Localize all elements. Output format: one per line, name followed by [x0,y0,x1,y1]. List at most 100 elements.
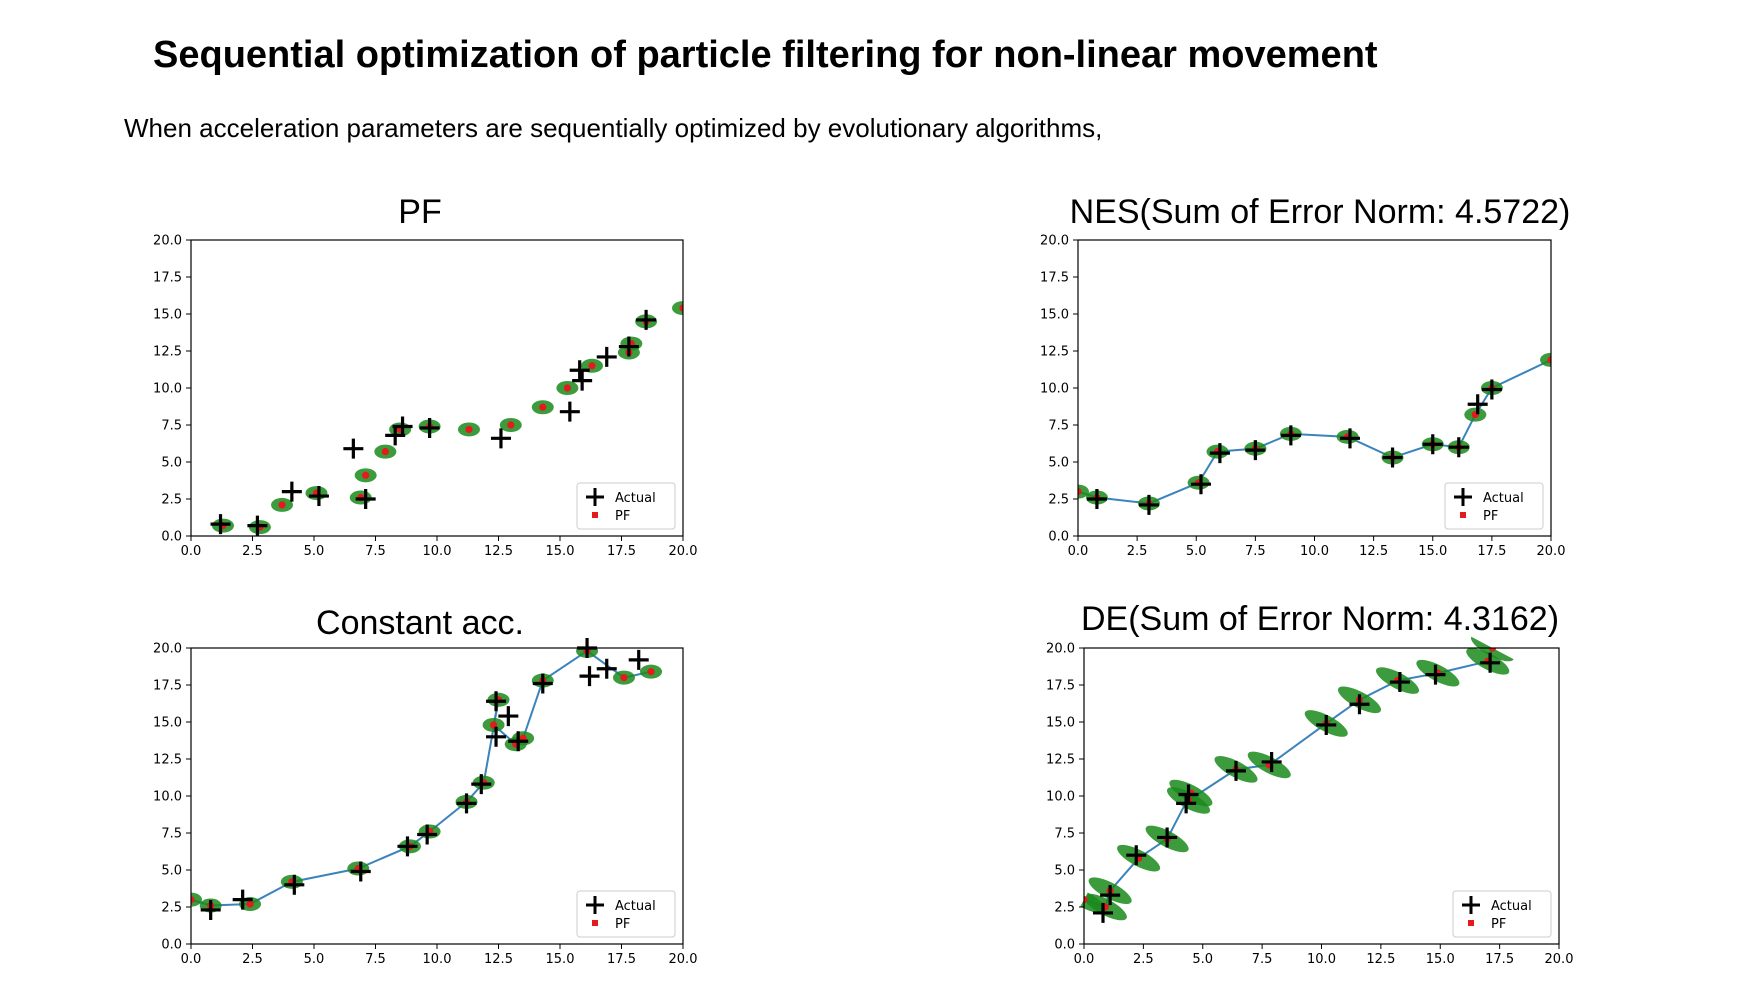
y-tick-label-de: 0.0 [1054,938,1075,953]
trajectory-line-constant-acc [191,649,652,907]
x-tick-label-nes: 0.0 [1068,544,1089,559]
x-tick-label-de: 12.5 [1366,952,1395,967]
x-tick-label-pf: 5.0 [304,544,325,559]
actual-marker-nes [1339,428,1360,449]
actual-marker-de [1389,672,1410,693]
actual-marker-pf [308,486,329,507]
x-tick-label-constant-acc: 10.0 [423,952,452,967]
y-tick-label-pf: 2.5 [161,493,182,508]
legend-pf-label-de: PF [1491,917,1506,932]
x-tick-label-de: 15.0 [1426,952,1455,967]
actual-marker-constant-acc [579,666,600,687]
actual-marker-de [1226,760,1246,781]
y-tick-label-constant-acc: 10.0 [153,790,182,805]
actual-marker-nes [1481,379,1502,400]
pf-point-pf [507,421,515,429]
actual-marker-nes [1209,443,1230,464]
y-tick-label-nes: 10.0 [1040,382,1069,397]
actual-marker-nes [1245,440,1266,461]
actual-marker-nes [1448,437,1469,458]
actual-marker-pf [490,428,511,449]
y-tick-label-pf: 12.5 [153,345,182,360]
actual-marker-de [1261,751,1282,772]
actual-marker-pf [355,489,376,509]
x-tick-label-de: 20.0 [1545,952,1574,967]
pf-point-pf [381,448,389,456]
slide-subtitle: When acceleration parameters are sequent… [124,113,1103,143]
y-tick-label-de: 20.0 [1046,642,1075,657]
x-tick-label-constant-acc: 5.0 [304,952,325,967]
x-tick-label-de: 7.5 [1252,952,1273,967]
actual-marker-constant-acc [596,658,617,679]
y-tick-label-constant-acc: 5.0 [161,864,182,879]
pf-point-constant-acc [246,900,254,908]
y-tick-label-pf: 15.0 [153,308,182,323]
actual-marker-de [1425,664,1446,685]
pf-point-nes [1078,488,1082,496]
actual-marker-pf [392,416,413,437]
legend-box-constant-acc [576,890,676,938]
legend-pf-label-constant-acc: PF [615,917,630,932]
pf-point-nes [1547,356,1551,364]
y-tick-label-de: 7.5 [1054,827,1075,842]
legend-actual-marker-de [1462,896,1480,914]
y-tick-label-constant-acc: 2.5 [161,901,182,916]
y-tick-label-constant-acc: 20.0 [153,642,182,657]
x-tick-label-de: 5.0 [1192,952,1213,967]
actual-marker-constant-acc [508,731,529,752]
y-tick-label-pf: 0.0 [161,530,182,545]
legend-actual-marker-constant-acc [586,896,604,914]
actual-marker-pf [636,309,657,330]
x-tick-label-pf: 15.0 [546,544,575,559]
actual-marker-nes [1382,447,1403,468]
pf-point-constant-acc [647,668,655,676]
legend-actual-marker-pf [586,488,604,506]
y-tick-label-constant-acc: 15.0 [153,716,182,731]
actual-marker-constant-acc [628,649,649,670]
x-tick-label-nes: 15.0 [1418,544,1447,559]
actual-marker-constant-acc [486,691,507,712]
x-tick-label-nes: 5.0 [1186,544,1207,559]
actual-marker-de [1157,827,1178,848]
pf-point-pf [278,501,286,509]
legend-box-pf [576,482,676,530]
x-tick-label-de: 17.5 [1485,952,1514,967]
y-tick-label-pf: 17.5 [153,271,182,286]
legend-pf-marker-de [1468,920,1474,926]
legend-actual-label-pf: Actual [615,491,656,506]
actual-marker-constant-acc [456,793,477,814]
legend-pf-marker-pf [592,512,598,518]
x-tick-label-pf: 20.0 [669,544,698,559]
x-tick-label-pf: 12.5 [484,544,513,559]
legend-box-de [1452,890,1552,938]
actual-marker-constant-acc [232,889,253,910]
x-tick-label-nes: 7.5 [1245,544,1266,559]
actual-marker-constant-acc [498,706,519,727]
y-tick-label-constant-acc: 0.0 [161,938,182,953]
y-tick-label-nes: 7.5 [1048,419,1069,434]
y-tick-label-pf: 5.0 [161,456,182,471]
x-tick-label-constant-acc: 15.0 [546,952,575,967]
x-tick-label-constant-acc: 2.5 [242,952,263,967]
y-tick-label-de: 12.5 [1046,753,1075,768]
actual-marker-de [1480,652,1501,673]
y-tick-label-de: 15.0 [1046,716,1075,731]
trajectory-line-nes [1078,358,1551,505]
y-tick-label-pf: 20.0 [153,234,182,249]
actual-marker-pf [247,515,268,536]
chart-title-constant-acc: Constant acc. [316,604,524,642]
chart-title-de: DE(Sum of Error Norm: 4.3162) [1080,600,1560,638]
particle-cloud-nes [1540,352,1551,367]
pf-point-pf [563,384,571,392]
actual-marker-nes [1422,434,1443,455]
actual-marker-de [1126,845,1147,866]
actual-marker-nes [1086,489,1107,509]
x-tick-label-pf: 2.5 [242,544,263,559]
x-tick-label-de: 0.0 [1074,952,1095,967]
legend-pf-label-nes: PF [1483,509,1498,524]
pf-point-constant-acc [489,721,498,729]
particle-cloud-pf [672,301,683,316]
legend-pf-label-pf: PF [615,509,630,524]
actual-marker-pf [596,346,617,367]
